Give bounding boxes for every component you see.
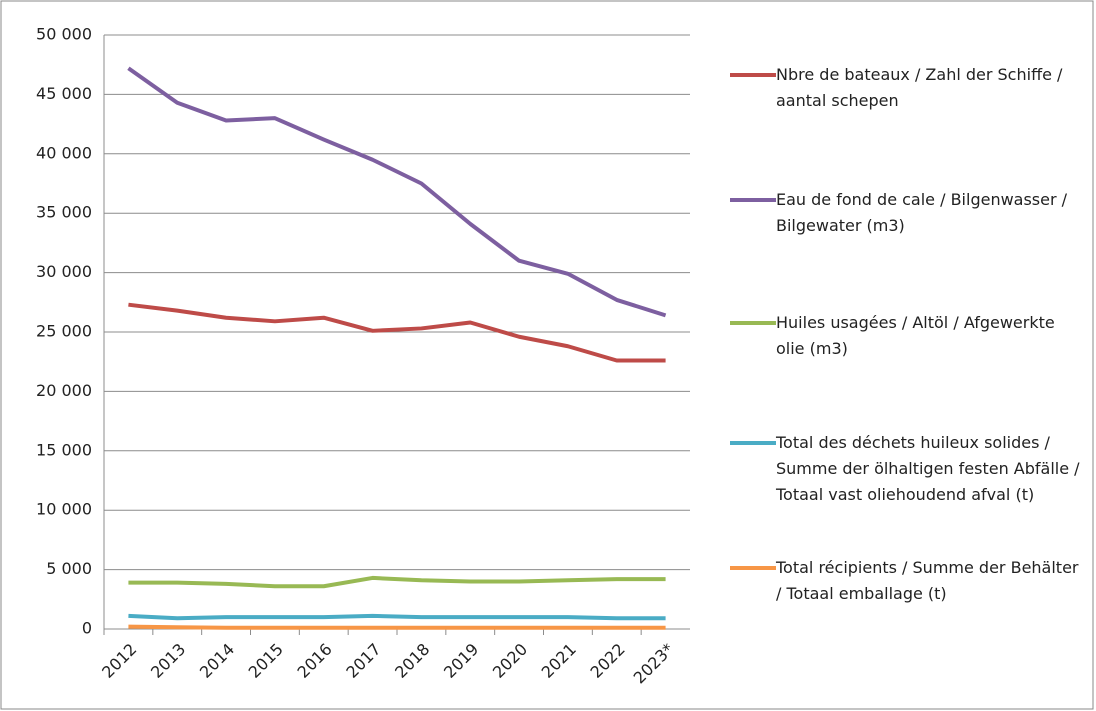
legend-entry: Total des déchets huileux solides / Summ… (730, 430, 1090, 508)
x-tick-label: 2022 (587, 640, 629, 682)
x-tick-label: 2023* (630, 640, 678, 688)
y-tick-label: 5 000 (46, 559, 92, 578)
legend-swatch (730, 566, 776, 570)
y-tick-label: 45 000 (36, 84, 92, 103)
series-line (127, 66, 667, 318)
series-line (128, 613, 666, 621)
legend-entry: Eau de fond de cale / Bilgenwasser / Bil… (730, 187, 1090, 239)
series-line (128, 575, 666, 589)
y-tick-label: 25 000 (36, 322, 92, 341)
y-tick-label: 30 000 (36, 262, 92, 281)
y-tick-label: 35 000 (36, 203, 92, 222)
legend-entry: Total récipients / Summe der Behälter / … (730, 555, 1090, 607)
legend-label: Total des déchets huileux solides / Summ… (776, 433, 1080, 504)
x-tick-label: 2017 (342, 640, 384, 682)
legend-entry: Nbre de bateaux / Zahl der Schiffe / aan… (730, 62, 1090, 114)
y-tick-label: 15 000 (36, 440, 92, 459)
x-tick-label: 2012 (98, 640, 140, 682)
x-tick-label: 2019 (440, 640, 482, 682)
x-tick-label: 2013 (147, 640, 189, 682)
legend-label: Eau de fond de cale / Bilgenwasser / Bil… (776, 190, 1068, 235)
x-tick-label: 2021 (538, 640, 580, 682)
series-line (128, 624, 666, 630)
legend-swatch (730, 441, 776, 445)
x-tick-label: 2020 (489, 640, 531, 682)
legend-label: Huiles usagées / Altöl / Afgewerkte olie… (776, 313, 1055, 358)
x-tick-label: 2018 (391, 640, 433, 682)
x-tick-label: 2014 (196, 640, 238, 682)
legend-swatch (730, 321, 776, 325)
y-tick-label: 50 000 (36, 25, 92, 44)
legend-entry: Huiles usagées / Altöl / Afgewerkte olie… (730, 310, 1090, 362)
x-tick-label: 2016 (294, 640, 336, 682)
y-tick-label: 0 (82, 619, 92, 638)
legend-swatch (730, 73, 776, 77)
legend-swatch (730, 198, 776, 202)
series-line (128, 302, 666, 363)
y-tick-label: 20 000 (36, 381, 92, 400)
y-tick-label: 40 000 (36, 143, 92, 162)
y-tick-label: 10 000 (36, 500, 92, 519)
legend-label: Nbre de bateaux / Zahl der Schiffe / aan… (776, 65, 1063, 110)
x-tick-label: 2015 (245, 640, 287, 682)
legend-label: Total récipients / Summe der Behälter / … (776, 558, 1079, 603)
